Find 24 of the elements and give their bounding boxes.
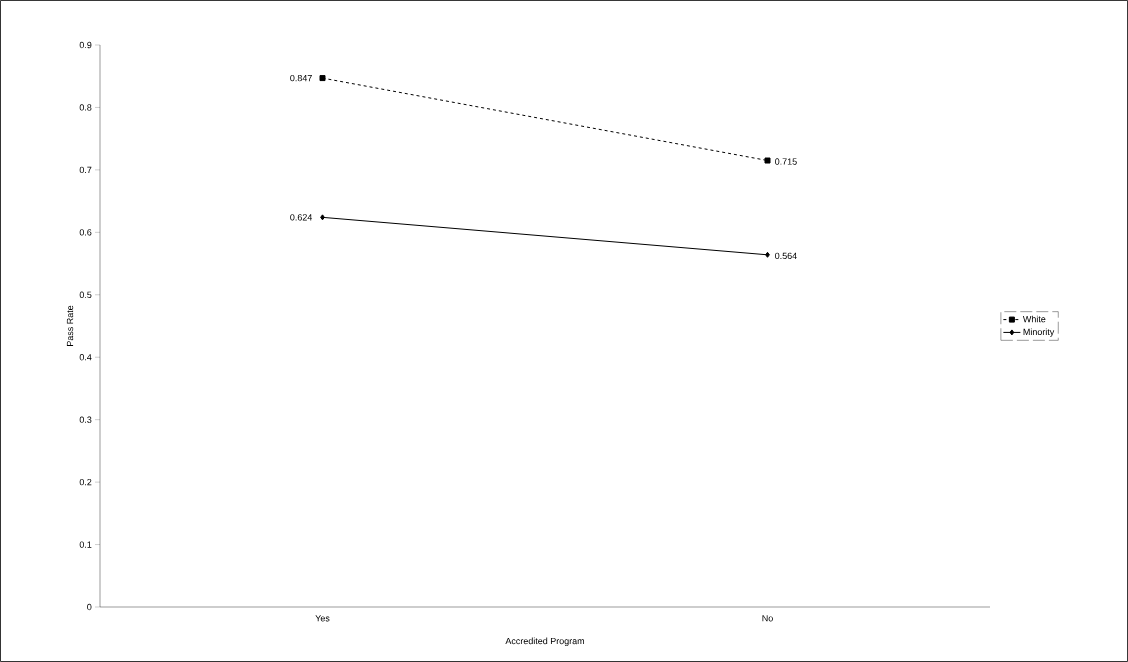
y-tick-label: 0.7 <box>79 166 92 174</box>
x-axis-title: Accredited Program <box>505 637 585 646</box>
point <box>764 157 771 164</box>
legend-label: Minority <box>1023 328 1055 337</box>
y-tick-label: 0.4 <box>79 354 92 361</box>
y-tick-label: 0.8 <box>79 104 92 111</box>
point <box>319 75 326 82</box>
point <box>320 214 325 221</box>
legend-label: White <box>1022 315 1046 323</box>
data-label: 0.624 <box>290 214 313 221</box>
y-tick-label: 0.5 <box>79 291 92 298</box>
y-tick-label: 0.9 <box>79 41 92 49</box>
data-label: 0.847 <box>290 74 312 82</box>
y-axis-title: Pass Rate <box>66 305 74 346</box>
y-tick-label: 0.2 <box>79 478 92 486</box>
data-label: 0.715 <box>775 158 797 165</box>
y-tick-label: 0 <box>87 603 92 611</box>
x-tick-label: No <box>762 615 773 622</box>
y-tick-label: 0.6 <box>79 229 92 236</box>
data-label: 0.564 <box>775 252 797 259</box>
y-tick-label: 0.1 <box>79 541 92 548</box>
y-tick-label: 0.3 <box>79 416 92 423</box>
point <box>765 251 770 258</box>
x-tick-label: Yes <box>315 615 330 622</box>
